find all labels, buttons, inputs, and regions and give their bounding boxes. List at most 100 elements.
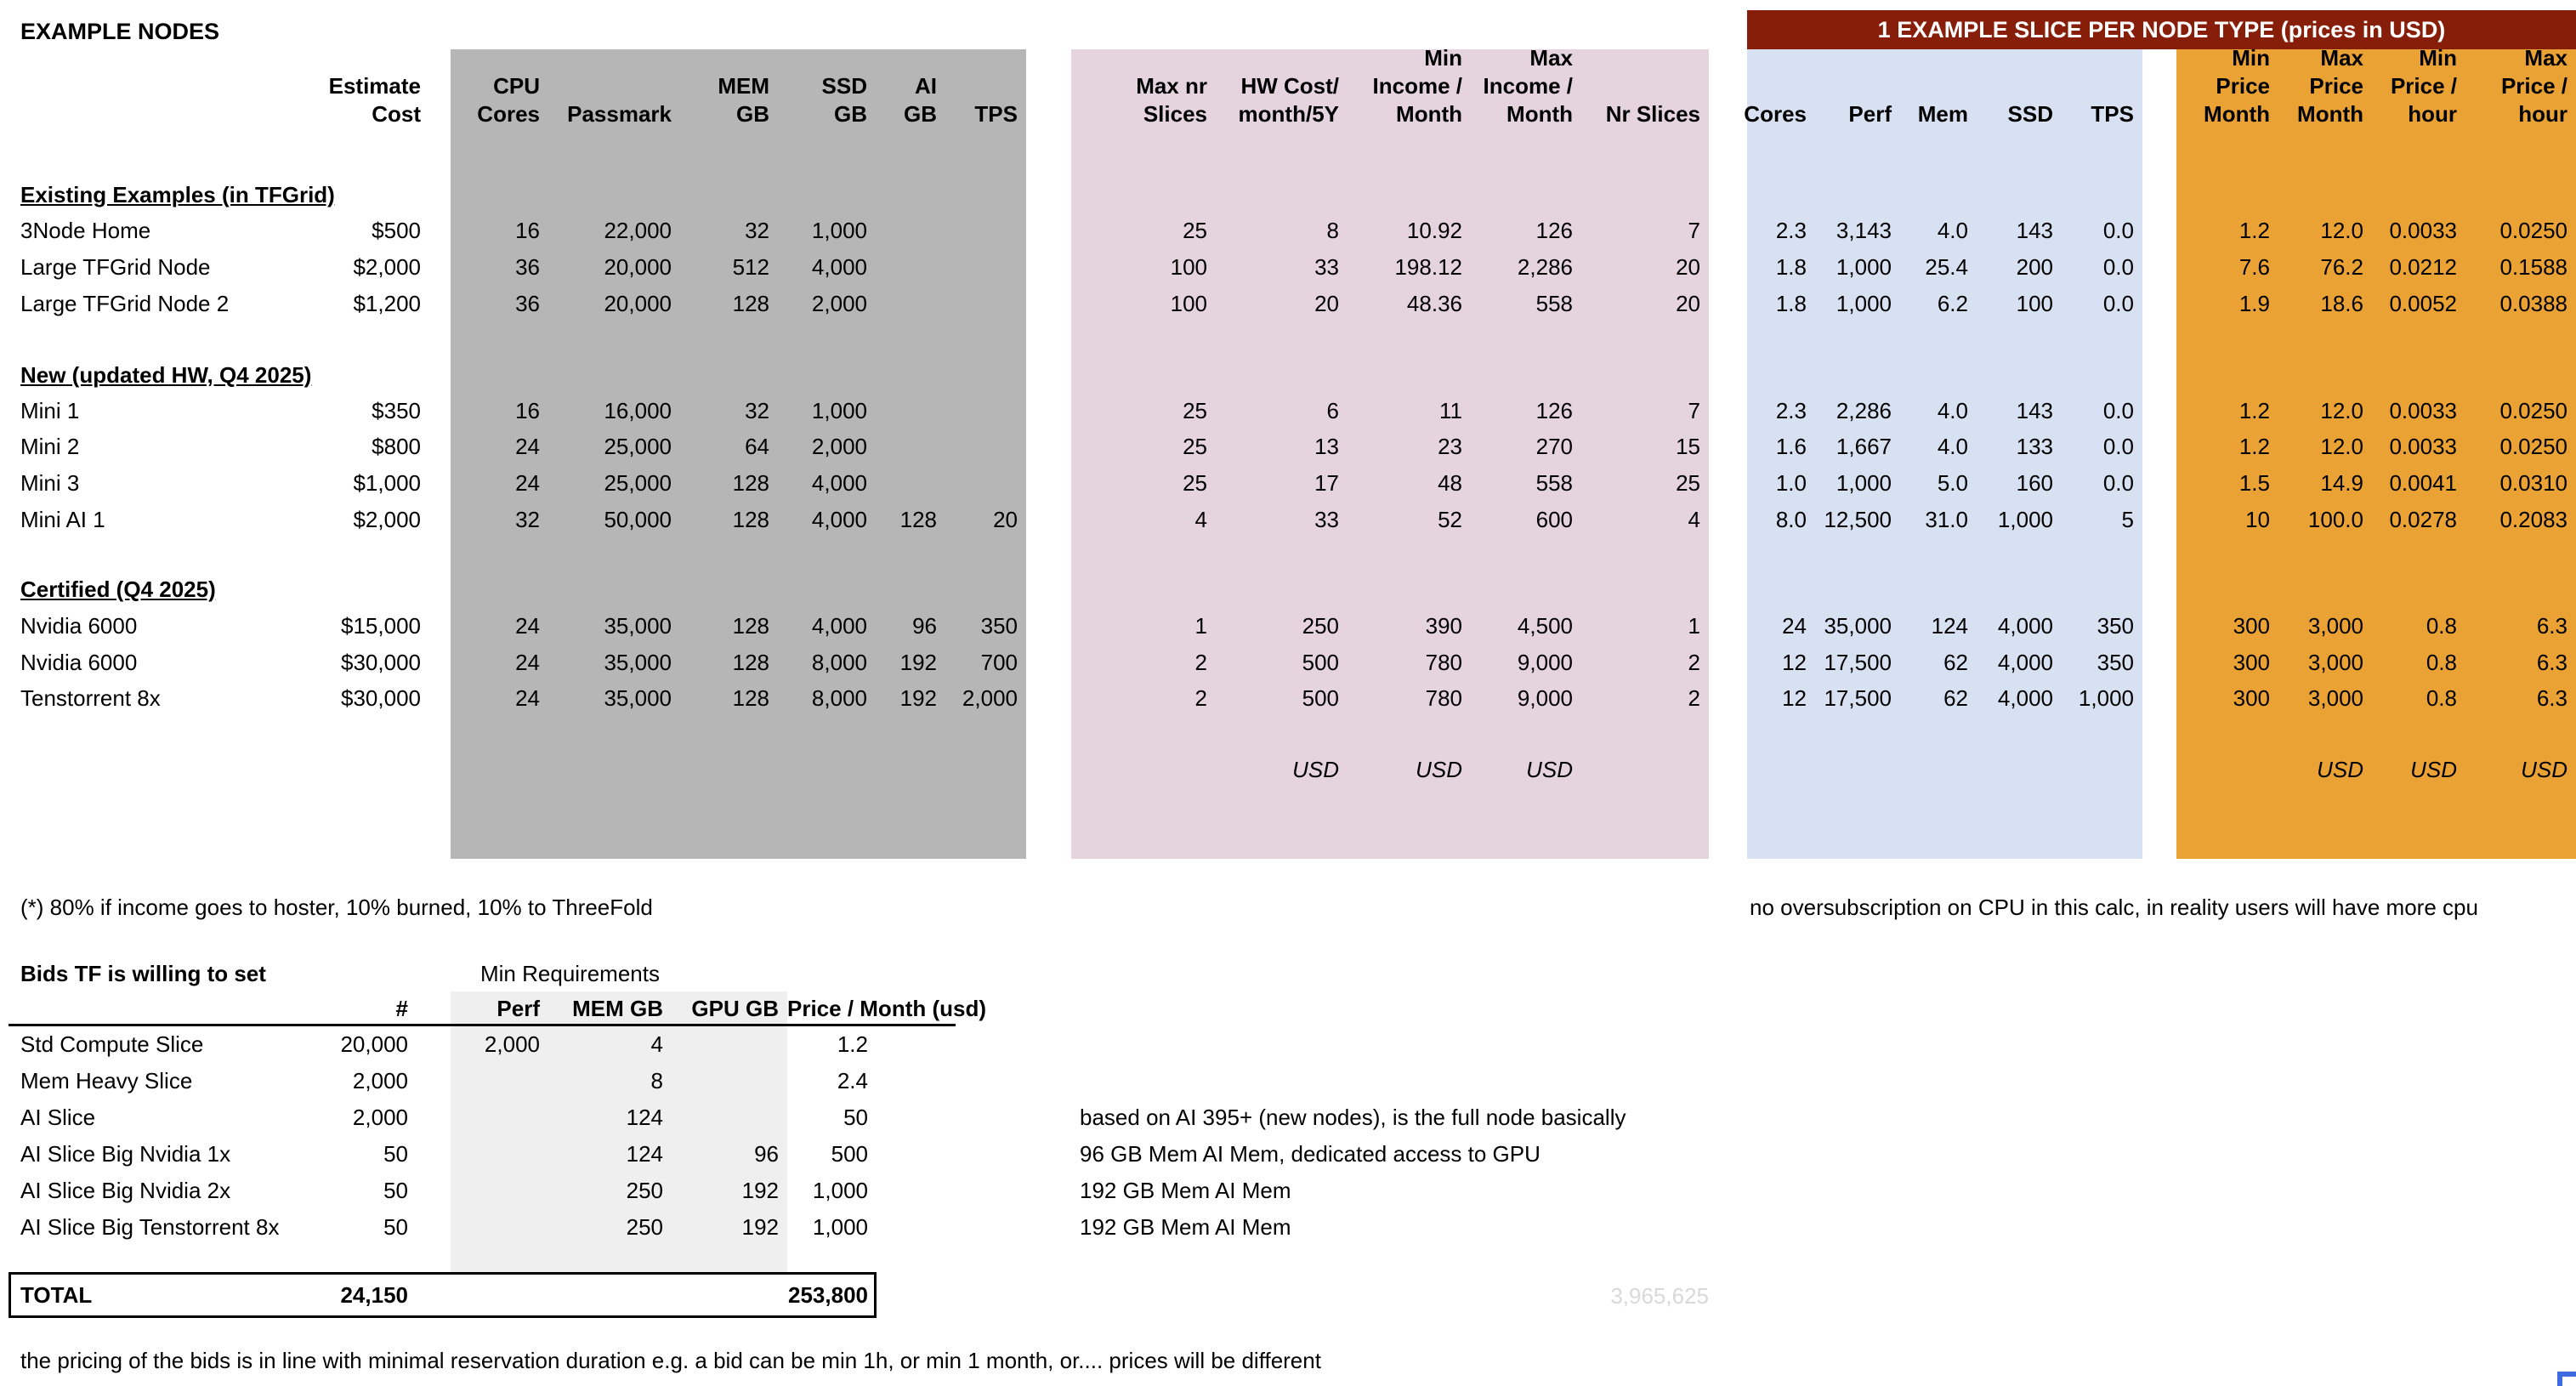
section-label[interactable] — [315, 571, 429, 608]
bids-column-header[interactable]: # — [395, 996, 408, 1021]
sheet-cell[interactable]: $1,200 — [353, 291, 421, 316]
sheet-cell[interactable]: 20 — [1581, 249, 1709, 286]
bids-column-header[interactable] — [9, 991, 315, 1026]
column-header-cell[interactable]: Max nr Slices — [1071, 49, 1216, 134]
sheet-cell[interactable] — [945, 286, 1026, 322]
bids-cell[interactable]: 253,800 — [788, 1281, 868, 1308]
section-label[interactable] — [1900, 177, 1977, 213]
usd-unit-label[interactable] — [876, 752, 945, 788]
sheet-cell[interactable]: 1,000 — [778, 393, 876, 429]
bids-cell[interactable] — [451, 1173, 548, 1209]
sheet-cell[interactable]: 126 — [1471, 213, 1581, 249]
section-label[interactable] — [1216, 357, 1348, 393]
bids-cell[interactable]: Std Compute Slice — [20, 1031, 204, 1057]
bids-cell[interactable]: 20,000 — [340, 1031, 408, 1057]
bids-column-header[interactable] — [877, 991, 1727, 1026]
bids-cell[interactable] — [672, 1026, 787, 1063]
usd-unit-label[interactable] — [680, 752, 778, 788]
usd-unit-label[interactable]: USD — [2278, 752, 2372, 788]
section-label[interactable] — [778, 357, 876, 393]
sheet-cell[interactable]: 3Node Home — [20, 218, 151, 243]
section-label[interactable]: Existing Examples (in TFGrid) — [20, 181, 335, 207]
sheet-cell[interactable]: 126 — [1471, 393, 1581, 429]
bids-table-title[interactable]: Bids TF is willing to set — [20, 961, 266, 986]
sheet-cell[interactable]: 0.0278 — [2372, 502, 2465, 537]
section-label[interactable] — [451, 571, 548, 608]
sheet-cell[interactable]: 4,000 — [1977, 680, 2062, 717]
sheet-cell[interactable]: 558 — [1471, 286, 1581, 322]
sheet-cell[interactable]: 33 — [1216, 249, 1348, 286]
sheet-cell[interactable] — [876, 465, 945, 502]
bids-cell[interactable]: 8 — [548, 1063, 672, 1099]
sheet-cell[interactable]: 16,000 — [548, 393, 680, 429]
sheet-cell[interactable]: 5.0 — [1900, 465, 1977, 502]
bids-column-header[interactable]: MEM GB — [548, 991, 672, 1026]
sheet-cell[interactable]: 1 — [1071, 608, 1216, 645]
sheet-cell[interactable]: 5 — [2062, 502, 2142, 537]
sheet-cell[interactable]: 48.36 — [1348, 286, 1471, 322]
sheet-cell[interactable]: 1.6 — [1747, 429, 1815, 465]
sheet-cell[interactable]: 780 — [1348, 645, 1471, 680]
sheet-cell[interactable]: 0.0 — [2062, 429, 2142, 465]
section-label[interactable]: New (updated HW, Q4 2025) — [20, 361, 312, 388]
sheet-cell[interactable]: 32 — [451, 502, 548, 537]
sheet-cell[interactable] — [945, 249, 1026, 286]
sheet-cell[interactable]: $15,000 — [341, 613, 421, 639]
usd-unit-label[interactable] — [2062, 752, 2142, 788]
sheet-cell[interactable]: Nvidia 6000 — [20, 649, 138, 675]
section-label[interactable]: Certified (Q4 2025) — [20, 577, 216, 602]
bids-cell[interactable]: 96 — [672, 1136, 787, 1173]
sheet-cell[interactable]: 20 — [1581, 286, 1709, 322]
sheet-cell[interactable]: 15 — [1581, 429, 1709, 465]
sheet-cell[interactable]: 1,000 — [1815, 249, 1900, 286]
sheet-cell[interactable]: 700 — [945, 645, 1026, 680]
bids-min-requirements-label[interactable]: Min Requirements — [480, 961, 660, 986]
section-label[interactable] — [1815, 177, 1900, 213]
sheet-cell[interactable]: 12.0 — [2278, 429, 2372, 465]
sheet-cell[interactable]: 4,000 — [778, 465, 876, 502]
sheet-cell[interactable]: 36 — [451, 249, 548, 286]
sheet-cell[interactable]: 11 — [1348, 393, 1471, 429]
sheet-cell[interactable] — [945, 213, 1026, 249]
section-label[interactable] — [1071, 357, 1216, 393]
sheet-cell[interactable]: 12 — [1747, 645, 1815, 680]
sheet-cell[interactable]: 6 — [1216, 393, 1348, 429]
bids-column-header[interactable]: GPU GB — [672, 991, 787, 1026]
bids-cell[interactable]: 4 — [548, 1026, 672, 1063]
section-label[interactable] — [2278, 357, 2372, 393]
sheet-cell[interactable]: Nvidia 6000 — [20, 613, 138, 639]
column-header-cell[interactable]: Max Price Month — [2278, 45, 2372, 134]
sheet-cell[interactable]: 4 — [1071, 502, 1216, 537]
note-oversubscription[interactable]: no oversubscription on CPU in this calc,… — [1750, 895, 2478, 920]
sheet-cell[interactable]: 24 — [451, 608, 548, 645]
column-header-cell[interactable]: Passmark — [548, 49, 680, 134]
section-label[interactable] — [1348, 177, 1471, 213]
sheet-cell[interactable]: 4,000 — [778, 608, 876, 645]
sheet-cell[interactable]: 12.0 — [2278, 393, 2372, 429]
column-header-cell[interactable]: Mem — [1900, 49, 1977, 134]
sheet-cell[interactable]: 31.0 — [1900, 502, 1977, 537]
sheet-cell[interactable]: 780 — [1348, 680, 1471, 717]
sheet-cell[interactable] — [876, 286, 945, 322]
sheet-cell[interactable]: 1,000 — [2062, 680, 2142, 717]
bids-cell[interactable] — [672, 1099, 787, 1136]
sheet-cell[interactable]: 160 — [1977, 465, 2062, 502]
section-label[interactable] — [1071, 177, 1216, 213]
section-label[interactable] — [548, 357, 680, 393]
bids-cell[interactable] — [548, 1272, 672, 1318]
section-label[interactable] — [1216, 177, 1348, 213]
sheet-cell[interactable]: 270 — [1471, 429, 1581, 465]
bids-cell[interactable]: 50 — [383, 1178, 408, 1203]
section-label[interactable] — [2176, 177, 2278, 213]
bids-cell[interactable]: 2,000 — [451, 1026, 548, 1063]
sheet-cell[interactable]: 128 — [680, 608, 778, 645]
sheet-cell[interactable]: 2,000 — [778, 429, 876, 465]
sheet-cell[interactable]: 48 — [1348, 465, 1471, 502]
sheet-cell[interactable]: 0.0250 — [2465, 429, 2576, 465]
bids-cell[interactable]: 2,000 — [352, 1105, 408, 1130]
sheet-cell[interactable]: 300 — [2176, 645, 2278, 680]
bids-cell[interactable]: 1,000 — [812, 1214, 868, 1240]
section-label[interactable] — [945, 177, 1026, 213]
column-header-cell[interactable]: SSD GB — [778, 49, 876, 134]
sheet-cell[interactable]: 0.0 — [2062, 249, 2142, 286]
